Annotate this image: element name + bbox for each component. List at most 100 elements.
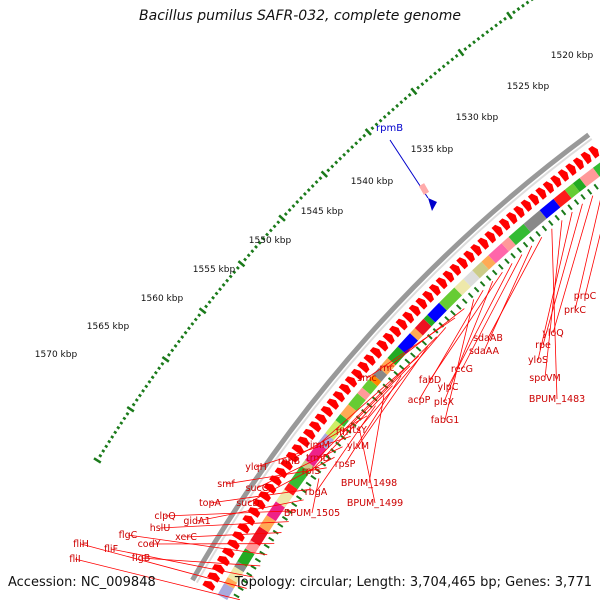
gene-arrow [280,459,293,471]
gene-label: ffh [336,427,349,438]
cog-block [427,302,447,323]
gene-arrow [338,383,352,396]
inner-tick [345,428,352,434]
gene-arrow [274,467,288,479]
scale-tick [160,361,165,366]
scale-tick [306,188,311,192]
gene-label-line [140,557,261,567]
gene-label: fliF [104,544,118,555]
gene-arrow [402,311,415,324]
inner-tick [461,298,468,305]
gene-label: fliI [69,554,80,565]
inner-tick [548,220,554,227]
gene-label: prkC [564,305,586,316]
inner-tick [263,543,270,549]
scale-tick [287,208,292,212]
inner-tick [254,557,261,563]
gene-arrow [535,187,547,200]
scale-tick [265,232,270,237]
inner-tick [426,334,433,340]
scale-tick [467,43,472,48]
cog-block [224,577,238,589]
gene-label-line [552,195,594,334]
cog-block [348,393,366,412]
highlight-gene-block [418,183,430,195]
scale-tick [221,283,226,287]
gene-arrow [428,284,441,297]
cog-block [362,379,378,395]
scale-tick [354,141,359,146]
backbone-inner [195,137,593,584]
scale-tick [125,411,130,416]
gene-label: ylxM [347,441,369,452]
scale-tick [272,224,277,229]
scale-tick [250,249,255,254]
gene-label: rnhB [278,456,300,467]
scale-tick [113,430,118,435]
gene-label-line [574,199,600,311]
scale-tick [153,370,158,375]
gene-arrow [382,332,395,345]
gene-arrow [422,290,435,303]
inner-tick [241,579,249,584]
inner-tick [404,358,411,364]
scale-tick [503,16,507,21]
cog-block [501,236,516,252]
scale-tick [506,11,513,20]
inner-tick [516,247,523,254]
inner-tick [554,214,560,221]
cog-block [488,243,509,264]
scale-tick [314,180,319,185]
scale-tick [338,156,343,161]
gene-label-line [542,203,583,346]
gene-label: BPUM_1505 [284,508,340,519]
gene-label-line [544,220,563,379]
scale-tick [342,152,347,157]
cog-block [378,357,396,375]
gene-label-line [255,436,351,468]
cog-block [234,561,247,573]
scale-tick [104,444,109,449]
cog-block [250,526,269,547]
gene-label: topA [199,498,222,509]
scale-tick [183,330,188,335]
gene-arrow [369,347,383,359]
scale-tick [98,453,103,458]
scale-label: 1520 kbp [551,51,594,61]
scale-tick [173,344,178,348]
scale-tick [261,236,266,241]
scale-tick [334,160,339,165]
gene-label: yloS [528,355,548,366]
scale-tick [237,260,246,268]
gene-arrow [226,539,240,550]
scale-tick [437,67,442,72]
scale-tick [530,0,534,2]
scale-tick [107,439,112,444]
cog-block [539,198,561,219]
gene-arrow [263,483,277,495]
scale-tick [150,375,155,380]
gene-label: rnc [380,363,395,374]
scale-label: 1530 kbp [456,113,499,123]
gene-arrow [389,325,402,338]
accession-text: Accession: NC_009848 [8,575,156,590]
gene-arrow [332,391,345,403]
cog-block [284,482,298,496]
gene-arrow [314,413,328,425]
scale-tick [424,78,429,83]
gene-label-line [366,317,456,379]
scale-label: 1525 kbp [507,82,550,92]
summary-text: Topology: circular; Length: 3,704,465 bp… [234,575,592,590]
cog-block [579,167,600,187]
gene-label-line [80,543,247,589]
inner-tick [535,230,541,237]
gene-arrow [456,257,469,270]
cog-block [369,374,382,387]
scale-tick [480,33,485,38]
scale-tick [228,274,233,279]
scale-tick [489,26,494,31]
scale-tick [232,270,237,275]
gene-label: clpQ [154,511,175,522]
gene-label: recG [451,364,473,375]
cog-block [397,333,419,354]
